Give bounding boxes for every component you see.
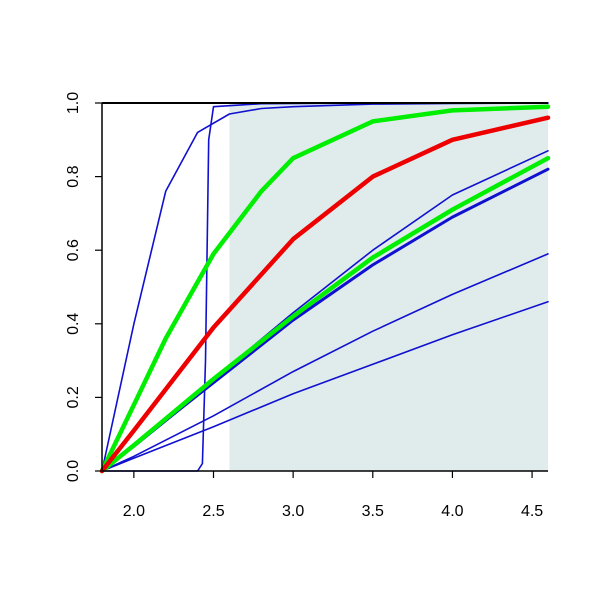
y-tick-label: 0.2 xyxy=(65,386,82,408)
series-line-10 xyxy=(99,115,551,474)
y-tick-label: 0.0 xyxy=(65,460,82,482)
axis-layer: 2.0 2.5 3.0 3.5 4.0 4.5 0.0 0.2 0.4 0.6 0.8 1.0 xyxy=(65,92,548,520)
y-tick-label: 0.8 xyxy=(65,165,82,187)
series-line-6 xyxy=(101,253,549,472)
series-line-8 xyxy=(99,104,551,474)
x-tick-label: 2.0 xyxy=(123,503,145,520)
y-tick-label: 0.6 xyxy=(65,239,82,261)
x-tick-label: 3.0 xyxy=(282,503,304,520)
series-line-7 xyxy=(101,300,549,472)
x-tick-label: 4.5 xyxy=(521,503,543,520)
y-tick-label: 0.4 xyxy=(65,313,82,335)
x-tick-label: 3.5 xyxy=(362,503,384,520)
x-tick-label: 4.0 xyxy=(441,503,463,520)
shaded-region xyxy=(229,103,548,471)
shaded-region-layer xyxy=(229,103,548,471)
series-line-9 xyxy=(99,155,551,474)
series-layer xyxy=(99,102,551,474)
x-tick-label: 2.5 xyxy=(202,503,224,520)
y-tick-label: 1.0 xyxy=(65,92,82,114)
